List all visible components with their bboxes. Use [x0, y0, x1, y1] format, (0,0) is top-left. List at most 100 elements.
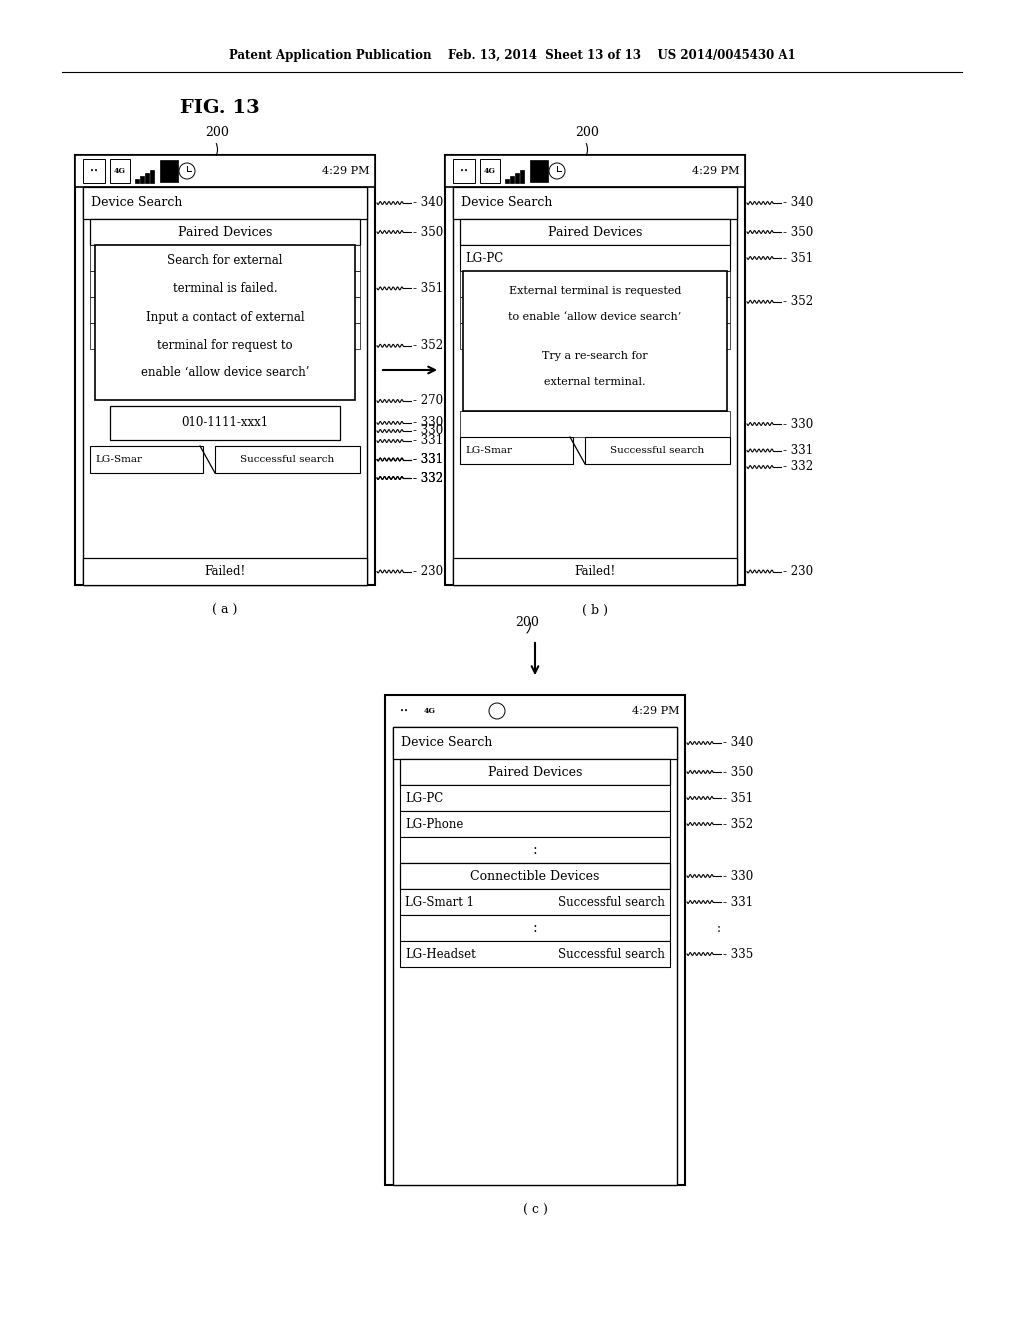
Bar [400, 863, 670, 888]
Text: - 230: - 230 [783, 565, 813, 578]
Text: LG-PC: LG-PC [406, 792, 443, 804]
Text: Successful search: Successful search [610, 446, 705, 455]
Bar [90, 219, 360, 446]
Bar [460, 437, 573, 465]
Text: - 352: - 352 [783, 296, 813, 309]
Bar [400, 863, 670, 968]
Text: LG-PC: LG-PC [465, 252, 503, 264]
Bar [470, 700, 488, 722]
Text: :: : [717, 921, 725, 935]
Bar [385, 696, 685, 1185]
Text: Search for external: Search for external [167, 255, 283, 268]
Bar [400, 810, 670, 837]
Text: - 350: - 350 [723, 766, 754, 779]
Text: 200: 200 [205, 127, 229, 140]
Text: LG-Smar: LG-Smar [465, 446, 512, 455]
Text: :: : [532, 843, 538, 857]
Bar [83, 187, 367, 585]
Bar [160, 160, 178, 182]
Text: LG-Smar: LG-Smar [95, 455, 142, 465]
Text: external terminal.: external terminal. [544, 378, 646, 387]
Text: Failed!: Failed! [574, 565, 615, 578]
Text: ( a ): ( a ) [212, 603, 238, 616]
Text: - 352: - 352 [723, 817, 753, 830]
Bar [463, 271, 727, 411]
Text: Paired Devices: Paired Devices [548, 226, 642, 239]
Text: - 335: - 335 [723, 948, 754, 961]
Text: - 340: - 340 [783, 197, 813, 210]
Bar [460, 297, 730, 323]
Text: FIG. 13: FIG. 13 [180, 99, 260, 117]
Text: - 332: - 332 [413, 471, 443, 484]
Text: - 331: - 331 [723, 895, 753, 908]
Text: - 351: - 351 [783, 252, 813, 264]
Text: 4:29 PM: 4:29 PM [633, 706, 680, 715]
Bar [510, 176, 514, 183]
Bar [83, 158, 105, 183]
Text: - 331: - 331 [413, 453, 443, 466]
Bar [393, 727, 677, 759]
Text: - 340: - 340 [723, 737, 754, 750]
Text: LG-Headset: LG-Headset [406, 948, 476, 961]
Text: enable ‘allow device search’: enable ‘allow device search’ [140, 367, 309, 380]
Bar [90, 246, 360, 271]
Text: terminal is failed.: terminal is failed. [173, 282, 278, 296]
Bar [460, 219, 730, 411]
Bar [393, 700, 415, 723]
Bar [520, 170, 524, 183]
Text: - 331: - 331 [413, 453, 443, 466]
Text: 200: 200 [575, 127, 599, 140]
Text: - 230: - 230 [413, 565, 443, 578]
Text: Device Search: Device Search [91, 197, 182, 210]
Bar [95, 246, 355, 400]
Bar [460, 411, 730, 437]
Text: Successful search: Successful search [558, 948, 665, 961]
Text: Paired Devices: Paired Devices [487, 766, 583, 779]
Bar [515, 173, 519, 183]
Text: LG-Phone: LG-Phone [406, 817, 464, 830]
Text: External terminal is requested: External terminal is requested [509, 286, 681, 296]
Bar [83, 558, 367, 585]
Text: 4G: 4G [424, 708, 436, 715]
Bar [480, 158, 500, 183]
Text: 4:29 PM: 4:29 PM [692, 166, 740, 176]
Bar [460, 246, 730, 271]
Text: Try a re-search for: Try a re-search for [542, 351, 648, 360]
Bar [140, 176, 144, 183]
Bar [505, 180, 509, 183]
Text: - 330: - 330 [413, 425, 443, 437]
Bar [150, 170, 154, 183]
Bar [90, 219, 360, 246]
Text: - 330: - 330 [413, 416, 443, 429]
Bar [75, 154, 375, 187]
Text: Paired Devices: Paired Devices [178, 226, 272, 239]
Bar [445, 154, 745, 187]
Text: 200: 200 [515, 615, 539, 628]
Text: 010-1111-xxx1: 010-1111-xxx1 [181, 417, 268, 429]
Text: Patent Application Publication    Feb. 13, 2014  Sheet 13 of 13    US 2014/00454: Patent Application Publication Feb. 13, … [228, 49, 796, 62]
Text: - 330: - 330 [723, 870, 754, 883]
Bar [460, 323, 730, 348]
Text: LG-Smart 1: LG-Smart 1 [406, 895, 474, 908]
Bar [585, 437, 730, 465]
Bar [445, 154, 745, 585]
Text: 4G: 4G [114, 168, 126, 176]
Text: Device Search: Device Search [461, 197, 552, 210]
Text: terminal for request to: terminal for request to [158, 338, 293, 351]
Text: Input a contact of external: Input a contact of external [145, 310, 304, 323]
Text: - 350: - 350 [783, 226, 813, 239]
Bar [83, 187, 367, 219]
Bar [400, 837, 670, 863]
Text: Device Search: Device Search [401, 737, 493, 750]
Bar [420, 700, 440, 723]
Bar [400, 759, 670, 863]
Bar [145, 173, 150, 183]
Bar [90, 323, 360, 348]
Bar [400, 915, 670, 941]
Bar [530, 160, 548, 182]
Text: - 332: - 332 [413, 471, 443, 484]
Text: - 331: - 331 [413, 434, 443, 447]
Text: ••: •• [90, 168, 98, 176]
Text: - 351: - 351 [413, 282, 443, 294]
Bar [400, 941, 670, 968]
